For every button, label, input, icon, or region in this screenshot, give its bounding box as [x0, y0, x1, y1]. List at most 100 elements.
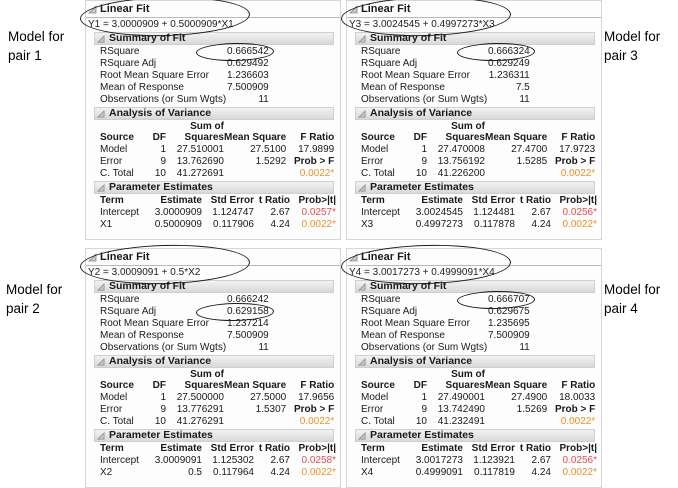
column-header: Term	[361, 443, 385, 454]
fit-equation: Y1 = 3.0000909 + 0.5000909*X1	[88, 19, 234, 30]
analysis-of-variance-title: Analysis of Variance	[370, 355, 473, 367]
cell: 9	[160, 156, 166, 167]
cell: Error	[361, 156, 384, 167]
disclosure-triangle-icon[interactable]	[97, 282, 106, 291]
disclosure-triangle-icon[interactable]	[358, 357, 367, 366]
annotation-label-pair-2: Model for pair 2	[6, 282, 63, 316]
cell: Model	[100, 144, 128, 155]
disclosure-triangle-icon[interactable]	[88, 252, 97, 262]
cell: C. Total	[361, 168, 395, 179]
column-header: F Ratio	[300, 132, 335, 143]
parameter-estimates-header[interactable]: Parameter Estimates	[94, 429, 334, 442]
table-row: Observations (or Sum Wgts) 11	[361, 94, 530, 106]
cell	[224, 168, 286, 180]
table-row: Intercept 3.0009091 1.125302 2.67 0.0258…	[100, 455, 336, 467]
p-value: 0.0022*	[299, 416, 335, 427]
disclosure-triangle-icon[interactable]	[358, 431, 367, 440]
summary-of-fit-table: RSquare 0.666707 RSquare Adj 0.629675 Root…	[361, 294, 530, 354]
disclosure-triangle-icon[interactable]	[97, 431, 106, 440]
disclosure-triangle-icon[interactable]	[97, 34, 106, 43]
cell: 27.5100	[250, 144, 287, 155]
cell: 2.67	[531, 207, 551, 218]
disclosure-triangle-icon[interactable]	[358, 34, 367, 43]
cell: 2.67	[270, 455, 290, 466]
p-value: 0.0022*	[560, 168, 596, 179]
column-header: Mean Square	[224, 132, 287, 143]
table-row: C. Total 10 41.232491 0.0022*	[361, 416, 595, 428]
disclosure-triangle-icon[interactable]	[349, 4, 358, 14]
disclosure-triangle-icon[interactable]	[97, 357, 106, 366]
summary-of-fit-header[interactable]: Summary of Fit	[355, 280, 595, 293]
linear-fit-panel: Linear Fit Y3 = 3.0024545 + 0.4997273*X3…	[340, 0, 602, 240]
cell: 27.490001	[437, 392, 485, 403]
cell: 27.5000	[250, 392, 287, 403]
table-row: RSquare 0.666707	[361, 294, 530, 306]
cell	[485, 168, 547, 180]
cell: 27.470008	[437, 144, 485, 155]
parameter-estimates-header[interactable]: Parameter Estimates	[355, 429, 595, 442]
stat-label: RSquare	[100, 46, 140, 57]
disclosure-triangle-icon[interactable]	[349, 252, 358, 262]
column-header: Source	[361, 380, 395, 391]
summary-of-fit-table: RSquare 0.666242 RSquare Adj 0.629158 Root…	[100, 294, 269, 354]
linear-fit-header[interactable]: Linear Fit	[86, 249, 340, 266]
column-header: Source	[100, 380, 134, 391]
linear-fit-header[interactable]: Linear Fit	[347, 1, 601, 18]
table-row: Mean of Response 7.500909	[100, 82, 269, 94]
cell: 4.24	[531, 219, 551, 230]
linear-fit-panel: Linear Fit Y1 = 3.0000909 + 0.5000909*X1…	[79, 0, 341, 240]
disclosure-triangle-icon[interactable]	[358, 183, 367, 192]
table-row: RSquare Adj 0.629675	[361, 306, 530, 318]
disclosure-triangle-icon[interactable]	[97, 109, 106, 118]
cell: Prob > F	[554, 404, 596, 415]
cell: Prob > F	[293, 404, 335, 415]
column-header: Source	[100, 132, 134, 143]
summary-of-fit-header[interactable]: Summary of Fit	[94, 32, 334, 45]
disclosure-triangle-icon[interactable]	[88, 4, 97, 14]
parameter-estimates-header[interactable]: Parameter Estimates	[355, 181, 595, 194]
linear-fit-title: Linear Fit	[361, 3, 411, 15]
cell: 9	[160, 404, 166, 415]
linear-fit-header[interactable]: Linear Fit	[347, 249, 601, 266]
table-row: Intercept 3.0024545 1.124481 2.67 0.0256…	[361, 207, 597, 219]
disclosure-triangle-icon[interactable]	[358, 109, 367, 118]
stat-label: Observations (or Sum Wgts)	[100, 94, 227, 105]
stat-label: Mean of Response	[100, 330, 184, 341]
analysis-of-variance-header[interactable]: Analysis of Variance	[355, 107, 595, 120]
stat-value: 11	[258, 342, 269, 353]
cell: 0.117819	[474, 467, 515, 478]
cell: 41.226200	[437, 168, 485, 179]
summary-of-fit-header[interactable]: Summary of Fit	[355, 32, 595, 45]
analysis-of-variance-header[interactable]: Analysis of Variance	[94, 355, 334, 368]
cell: X2	[100, 467, 113, 478]
cell	[224, 416, 286, 428]
cell: Error	[100, 404, 123, 415]
stat-label: Root Mean Square Error	[100, 318, 209, 329]
disclosure-triangle-icon[interactable]	[97, 183, 106, 192]
stat-value: 1.237214	[227, 318, 269, 329]
table-row: Root Mean Square Error 1.235695	[361, 318, 530, 330]
stat-value: 11	[519, 94, 530, 105]
p-value: 0.0022*	[562, 467, 597, 478]
cell: Model	[361, 392, 389, 403]
table-row: Model 1 27.510001 27.5100 17.9899	[100, 144, 334, 156]
stat-value: 0.629492	[227, 58, 269, 69]
table-row: Model 1 27.470008 27.4700 17.9723	[361, 144, 595, 156]
disclosure-triangle-icon[interactable]	[358, 282, 367, 291]
table-row: RSquare Adj 0.629249	[361, 58, 530, 70]
table-row: Intercept 3.0017273 1.123921 2.67 0.0256…	[361, 455, 597, 467]
parameter-estimates-header[interactable]: Parameter Estimates	[94, 181, 334, 194]
table-row: Root Mean Square Error 1.237214	[100, 318, 269, 330]
cell: 2.67	[270, 207, 290, 218]
p-value: 0.0258*	[301, 455, 336, 466]
linear-fit-header[interactable]: Linear Fit	[86, 1, 340, 18]
summary-of-fit-header[interactable]: Summary of Fit	[94, 280, 334, 293]
table-row: RSquare 0.666542	[100, 46, 269, 58]
column-header: Prob>|t|	[559, 443, 597, 454]
analysis-of-variance-header[interactable]: Analysis of Variance	[355, 355, 595, 368]
analysis-of-variance-header[interactable]: Analysis of Variance	[94, 107, 334, 120]
table-row: Observations (or Sum Wgts) 11	[361, 342, 530, 354]
table-row: RSquare Adj 0.629492	[100, 58, 269, 70]
p-value: 0.0256*	[562, 455, 597, 466]
